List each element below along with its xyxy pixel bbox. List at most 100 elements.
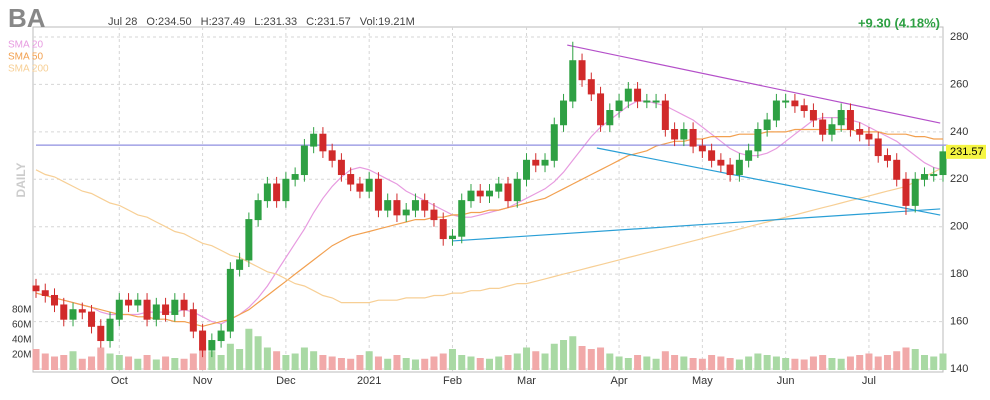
y-tick-label: 140	[950, 363, 968, 375]
volume-bar	[782, 358, 790, 370]
volume-bar	[698, 358, 706, 370]
candle-body	[754, 128, 762, 152]
y-tick-label: 180	[950, 268, 968, 280]
y-tick-label: 200	[950, 221, 968, 233]
volume-bar	[208, 351, 216, 370]
candle-body	[930, 174, 938, 177]
volume-bar	[106, 353, 114, 370]
candle-body	[69, 309, 77, 320]
candle-body	[32, 285, 40, 292]
volume-bar	[189, 353, 197, 370]
volume-bar	[893, 351, 901, 370]
volume-bar	[754, 353, 762, 370]
volume-bar	[411, 359, 419, 370]
candle-body	[254, 200, 262, 221]
candle-body	[791, 100, 799, 107]
period: DAILY	[14, 163, 28, 198]
volume-bar	[671, 355, 679, 370]
volume-bar	[180, 358, 188, 370]
candle-body	[476, 190, 484, 197]
volume-bar	[745, 356, 753, 370]
volume-bar	[384, 358, 392, 370]
candle-body	[291, 174, 299, 180]
volume-bar	[911, 349, 919, 370]
candle-body	[911, 178, 919, 206]
volume-bar	[680, 356, 688, 370]
x-tick-label: Oct	[111, 375, 128, 387]
change: +9.30 (4.18%)	[858, 15, 940, 30]
candle-body	[615, 100, 623, 112]
volume-bar	[485, 358, 493, 370]
volume-bar	[504, 355, 512, 370]
volume-bar	[726, 358, 734, 370]
volume-bar	[791, 358, 799, 370]
volume-bar	[578, 346, 586, 370]
volume-bar	[495, 356, 503, 370]
volume-bar	[523, 347, 531, 370]
candle-body	[180, 299, 188, 311]
volume-bar	[624, 358, 632, 370]
info-item: C:231.57	[306, 16, 351, 28]
volume-bar	[115, 355, 123, 370]
trendline	[567, 44, 941, 124]
volume-bar	[328, 356, 336, 370]
volume-bar	[930, 356, 938, 370]
volume-bar	[291, 353, 299, 370]
x-tick-label: May	[692, 375, 713, 387]
volume-tick-label: 80M	[12, 305, 31, 316]
candle-body	[745, 150, 753, 161]
volume-tick-label: 60M	[12, 320, 31, 331]
candle-body	[671, 128, 679, 140]
volume-bar	[125, 356, 133, 370]
candle-body	[374, 178, 382, 211]
candle-body	[763, 119, 771, 130]
candle-body	[643, 100, 651, 103]
candle-body	[495, 183, 503, 192]
candle-body	[162, 304, 170, 315]
volume-bar	[652, 358, 660, 370]
volume-bar	[421, 358, 429, 370]
volume-bar	[134, 358, 142, 370]
candle-body	[708, 150, 716, 161]
info-item: O:234.50	[146, 16, 191, 28]
volume-bar	[865, 353, 873, 370]
candle-body	[448, 235, 456, 240]
volume-bar	[717, 356, 725, 370]
candle-body	[819, 119, 827, 135]
y-tick-label: 260	[950, 78, 968, 90]
volume-bar	[735, 359, 743, 370]
candle-body	[652, 100, 660, 103]
y-tick-label: 240	[950, 126, 968, 138]
candle-body	[856, 128, 864, 135]
volume-tick-label: 40M	[12, 335, 31, 346]
volume-bar	[337, 358, 345, 370]
volume-bar	[310, 351, 318, 370]
candle-body	[560, 100, 568, 126]
volume-bar	[541, 353, 549, 370]
volume-bar	[819, 355, 827, 370]
candle-body	[411, 200, 419, 211]
volume-bar	[51, 356, 59, 370]
volume-bar	[162, 356, 170, 370]
candle-body	[402, 209, 410, 216]
volume-bar	[550, 343, 558, 370]
volume-bar	[532, 351, 540, 370]
volume-bar	[467, 356, 475, 370]
candle-body	[365, 178, 373, 192]
candle-body	[698, 145, 706, 152]
volume-bar	[809, 356, 817, 370]
info-item: H:237.49	[201, 16, 246, 28]
volume-bar	[60, 355, 68, 370]
candle-body	[865, 133, 873, 140]
candle-body	[680, 128, 688, 140]
volume-tick-label: 20M	[12, 350, 31, 361]
volume-bar	[763, 355, 771, 370]
sma-line	[35, 166, 944, 304]
candle-body	[152, 304, 160, 320]
candle-body	[115, 299, 123, 320]
candle-body	[439, 219, 447, 240]
volume-bar	[439, 353, 447, 370]
y-tick-label: 160	[950, 315, 968, 327]
volume-bar	[856, 355, 864, 370]
